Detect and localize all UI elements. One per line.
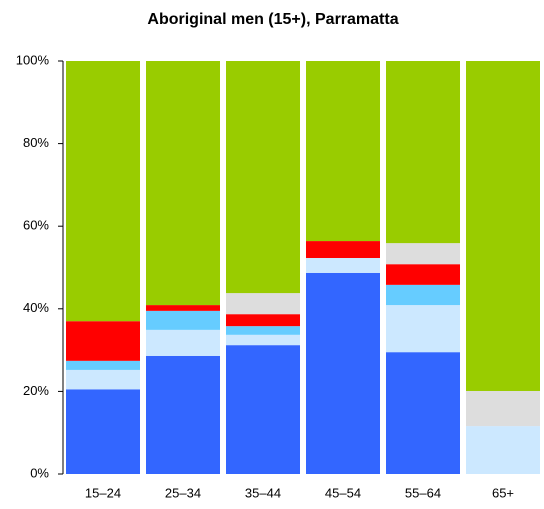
chart-title: Aboriginal men (15+), Parramatta	[147, 11, 398, 28]
bar-segment	[306, 272, 380, 474]
bar-segment	[226, 293, 300, 315]
y-tick-label: 20%	[23, 383, 49, 398]
y-tick-label: 0%	[30, 465, 49, 480]
bar-segment	[66, 61, 140, 322]
x-tick-label: 45–54	[325, 485, 361, 500]
x-tick-label: 15–24	[85, 485, 121, 500]
bar-segment	[146, 310, 220, 330]
bar-segment	[386, 243, 460, 265]
bar-segment	[466, 61, 540, 391]
bar-segment	[226, 345, 300, 474]
bar-segment	[386, 61, 460, 244]
bar-segment	[226, 61, 300, 294]
y-tick-label: 80%	[23, 135, 49, 150]
x-tick-label: 55–64	[405, 485, 441, 500]
bar-segment	[66, 389, 140, 474]
bar-segment	[306, 258, 380, 273]
bar-segment	[386, 352, 460, 474]
x-tick-label: 35–44	[245, 485, 281, 500]
bar-segment	[306, 241, 380, 259]
bar-segment	[146, 305, 220, 311]
bar-segment	[226, 334, 300, 346]
bar-segment	[466, 390, 540, 427]
bar-segment	[226, 314, 300, 327]
bar-segment	[66, 369, 140, 390]
bar-segment	[466, 426, 540, 474]
bar-segment	[146, 355, 220, 474]
bar-segment	[66, 360, 140, 370]
bar-segment	[386, 264, 460, 285]
x-tick-label: 65+	[492, 485, 514, 500]
bar-segment	[66, 321, 140, 361]
bar-segment	[146, 329, 220, 356]
bar-segment	[386, 284, 460, 306]
y-tick-label: 60%	[23, 218, 49, 233]
y-tick-label: 100%	[16, 52, 50, 67]
bar-segment	[306, 61, 380, 242]
bar-segment	[146, 61, 220, 306]
bar-segment	[386, 305, 460, 353]
y-tick-label: 40%	[23, 300, 49, 315]
x-tick-label: 25–34	[165, 485, 201, 500]
bar-segment	[226, 326, 300, 335]
